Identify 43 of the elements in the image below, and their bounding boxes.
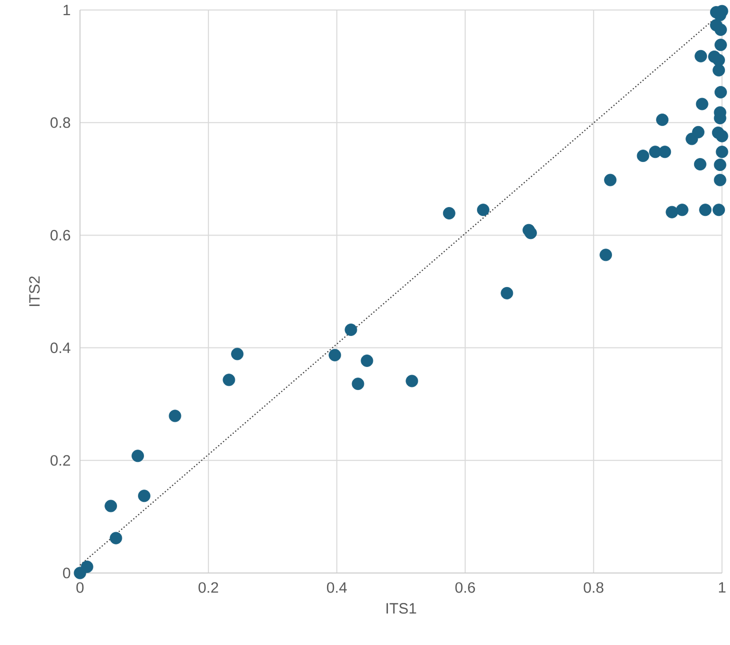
point xyxy=(694,158,706,170)
point xyxy=(696,98,708,110)
point xyxy=(604,174,616,186)
point xyxy=(360,354,374,367)
point xyxy=(80,560,94,574)
point xyxy=(666,206,678,218)
point xyxy=(658,146,672,158)
point xyxy=(676,204,688,216)
y-tick-label: 0.2 xyxy=(50,455,70,466)
point xyxy=(406,374,418,388)
point xyxy=(110,532,122,544)
y-tick-label: 1 xyxy=(64,4,70,16)
point xyxy=(692,126,704,138)
point xyxy=(656,114,669,126)
x-tick-label: 0.6 xyxy=(455,582,475,593)
x-tick-label: 0.8 xyxy=(584,582,604,593)
y-tick-label: 0.6 xyxy=(50,230,70,240)
point xyxy=(231,348,244,360)
point xyxy=(636,150,650,162)
y-axis-title: ITS2 xyxy=(29,276,40,306)
point xyxy=(524,226,537,240)
point xyxy=(352,378,364,390)
x-tick-label: 0.4 xyxy=(326,582,347,593)
point xyxy=(500,286,514,300)
y-tick-label: 0.8 xyxy=(50,117,70,128)
point xyxy=(344,324,358,336)
point xyxy=(222,374,236,386)
point xyxy=(138,490,150,502)
y-tick-label: 0 xyxy=(63,568,70,578)
point xyxy=(600,248,612,262)
x-axis-title: ITS1 xyxy=(386,603,416,614)
point xyxy=(442,207,456,220)
y-tick-label: 0.4 xyxy=(50,342,70,354)
point xyxy=(328,348,342,362)
x-tick-label: 1 xyxy=(718,582,726,593)
point xyxy=(699,204,712,216)
point xyxy=(104,500,118,512)
point xyxy=(694,50,708,62)
x-tick-label: 0.2 xyxy=(198,582,218,593)
x-tick-label: 0 xyxy=(76,582,84,593)
point xyxy=(476,204,490,216)
point xyxy=(168,410,182,422)
point xyxy=(132,450,144,462)
